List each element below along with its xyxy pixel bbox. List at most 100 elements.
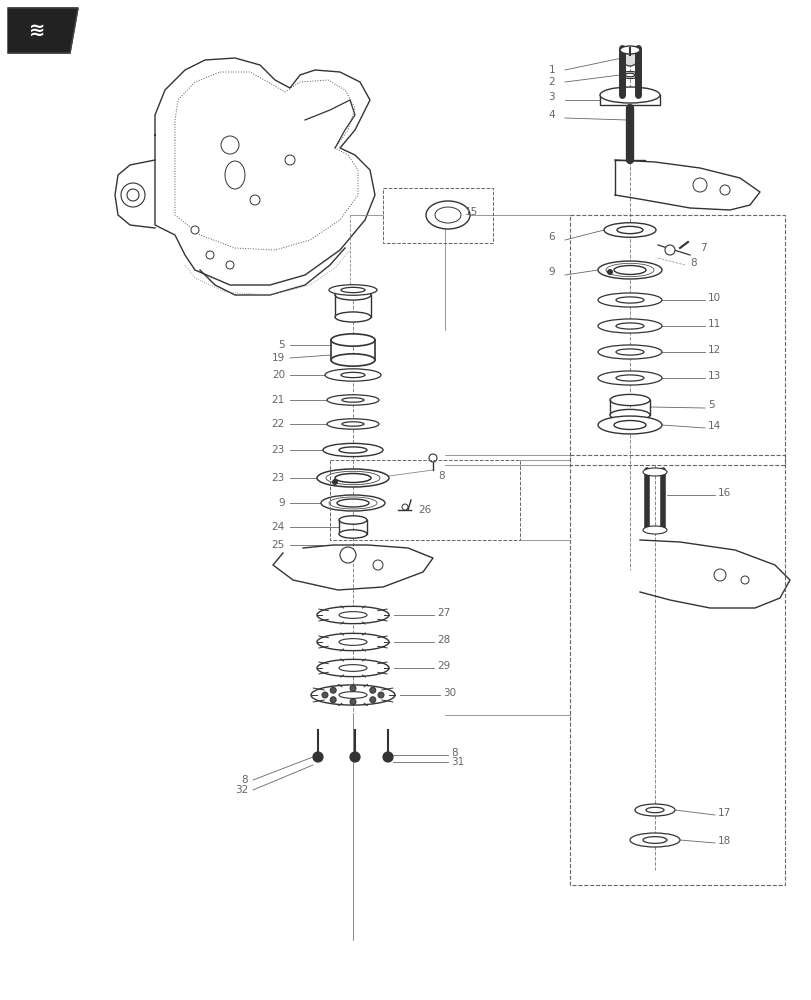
Ellipse shape <box>331 354 375 366</box>
Ellipse shape <box>316 606 388 624</box>
Text: 29: 29 <box>436 661 449 671</box>
Ellipse shape <box>378 692 384 698</box>
Text: 32: 32 <box>234 785 247 795</box>
Text: 25: 25 <box>272 540 285 550</box>
Text: 5: 5 <box>278 340 285 350</box>
Text: 13: 13 <box>707 371 720 381</box>
Ellipse shape <box>620 72 639 79</box>
Ellipse shape <box>664 245 674 255</box>
Ellipse shape <box>320 495 384 511</box>
Text: 26: 26 <box>418 505 431 515</box>
Ellipse shape <box>311 685 394 705</box>
Ellipse shape <box>624 73 634 77</box>
Text: 23: 23 <box>272 445 285 455</box>
Ellipse shape <box>316 633 388 651</box>
Ellipse shape <box>607 269 612 275</box>
Text: 8: 8 <box>241 775 247 785</box>
Ellipse shape <box>426 201 470 229</box>
Ellipse shape <box>713 569 725 581</box>
Ellipse shape <box>616 226 642 234</box>
Ellipse shape <box>340 547 355 563</box>
Ellipse shape <box>324 369 380 381</box>
Ellipse shape <box>285 155 294 165</box>
Ellipse shape <box>642 468 666 476</box>
Ellipse shape <box>338 612 367 618</box>
Ellipse shape <box>338 530 367 538</box>
Ellipse shape <box>629 833 679 847</box>
Ellipse shape <box>603 223 655 237</box>
Bar <box>383 188 492 243</box>
Ellipse shape <box>221 136 238 154</box>
Bar <box>329 460 519 540</box>
Text: 12: 12 <box>707 345 720 355</box>
Ellipse shape <box>338 447 367 453</box>
Ellipse shape <box>609 394 649 406</box>
Ellipse shape <box>338 692 367 698</box>
Ellipse shape <box>613 266 646 274</box>
Ellipse shape <box>428 454 436 462</box>
Text: 4: 4 <box>547 110 554 120</box>
Text: 1: 1 <box>547 65 554 75</box>
Ellipse shape <box>341 372 365 378</box>
Ellipse shape <box>401 504 407 510</box>
Ellipse shape <box>206 251 214 259</box>
Ellipse shape <box>597 371 661 385</box>
Ellipse shape <box>597 416 661 434</box>
Ellipse shape <box>312 752 323 762</box>
Text: 9: 9 <box>278 498 285 508</box>
Text: 6: 6 <box>547 232 554 242</box>
Ellipse shape <box>383 752 393 762</box>
Ellipse shape <box>341 398 363 402</box>
Text: 23: 23 <box>272 473 285 483</box>
Text: 8: 8 <box>450 748 457 758</box>
Text: 14: 14 <box>707 421 720 431</box>
Ellipse shape <box>332 479 337 485</box>
Text: 20: 20 <box>272 370 285 380</box>
Text: 8: 8 <box>437 471 444 481</box>
Ellipse shape <box>597 261 661 279</box>
Ellipse shape <box>435 207 461 223</box>
Text: 28: 28 <box>436 635 449 645</box>
Ellipse shape <box>719 185 729 195</box>
Text: 18: 18 <box>717 836 731 846</box>
Text: 10: 10 <box>707 293 720 303</box>
Ellipse shape <box>341 287 365 293</box>
Ellipse shape <box>605 263 653 277</box>
Ellipse shape <box>121 183 145 207</box>
Ellipse shape <box>616 375 643 381</box>
Ellipse shape <box>642 837 666 843</box>
Ellipse shape <box>335 290 371 300</box>
Ellipse shape <box>372 560 383 570</box>
Ellipse shape <box>327 395 379 405</box>
Ellipse shape <box>323 443 383 457</box>
Ellipse shape <box>609 409 649 421</box>
Ellipse shape <box>646 807 663 813</box>
Ellipse shape <box>191 226 199 234</box>
Ellipse shape <box>316 659 388 677</box>
Text: 27: 27 <box>436 608 449 618</box>
Ellipse shape <box>634 804 674 816</box>
Ellipse shape <box>337 499 368 507</box>
Bar <box>569 455 784 885</box>
Ellipse shape <box>642 526 666 534</box>
Ellipse shape <box>250 195 260 205</box>
Polygon shape <box>8 8 78 53</box>
Text: 2: 2 <box>547 77 554 87</box>
Ellipse shape <box>335 312 371 322</box>
Ellipse shape <box>350 685 355 691</box>
Ellipse shape <box>225 161 245 189</box>
Ellipse shape <box>597 319 661 333</box>
Ellipse shape <box>597 345 661 359</box>
Ellipse shape <box>597 293 661 307</box>
Ellipse shape <box>338 639 367 645</box>
Ellipse shape <box>350 699 355 705</box>
Ellipse shape <box>369 687 375 693</box>
Ellipse shape <box>225 261 234 269</box>
Text: 21: 21 <box>272 395 285 405</box>
Text: 5: 5 <box>707 400 714 410</box>
Text: 31: 31 <box>450 757 464 767</box>
Text: 19: 19 <box>272 353 285 363</box>
Text: 3: 3 <box>547 92 554 102</box>
Ellipse shape <box>341 422 363 426</box>
Ellipse shape <box>621 50 637 66</box>
